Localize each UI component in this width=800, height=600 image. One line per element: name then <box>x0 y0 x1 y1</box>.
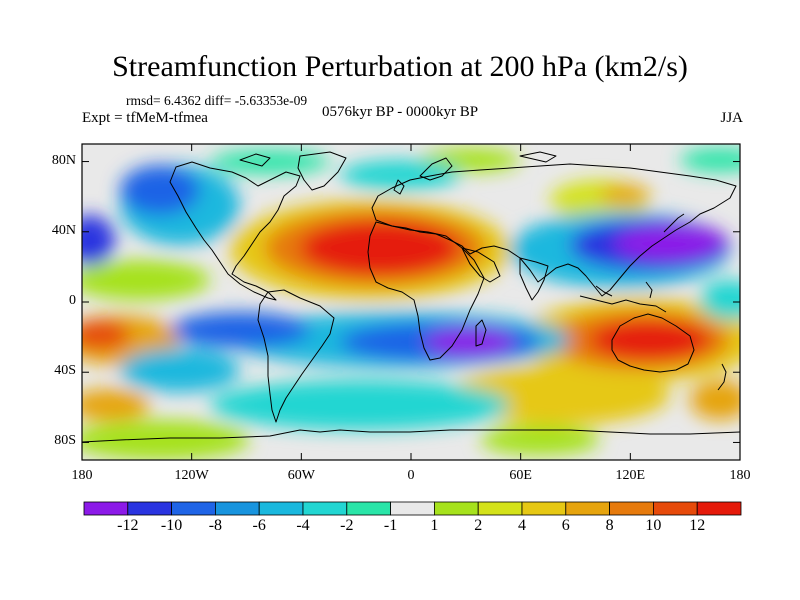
period-label: 0576kyr BP - 0000kyr BP <box>321 104 479 120</box>
x-tick-label: 180 <box>71 468 93 483</box>
y-tick-label: 80S <box>54 433 76 449</box>
colorbar-swatch <box>565 501 610 516</box>
colorbar-swatch <box>390 501 435 516</box>
y-axis-ticks <box>82 161 740 443</box>
season-label: JJA <box>720 110 743 126</box>
x-tick-label: 120W <box>174 468 209 483</box>
colorbar-swatch <box>83 501 129 516</box>
colorbar-swatch <box>127 501 173 516</box>
colorbar-label: -12 <box>117 517 139 534</box>
x-tick-label: 0 <box>407 468 415 483</box>
colorbar-label: 10 <box>645 517 662 534</box>
plot-title: Streamfunction Perturbation at 200 hPa (… <box>112 50 688 83</box>
x-tick-label: 60W <box>287 468 315 483</box>
colorbar-label: -8 <box>208 517 223 534</box>
field-blobs <box>82 148 740 460</box>
experiment-label: Expt = tfMeM-tfmea <box>82 110 208 126</box>
colorbar-swatch <box>609 501 654 516</box>
colorbar-label: -6 <box>252 517 266 534</box>
colorbar-swatch <box>521 501 567 516</box>
colorbar-label: 8 <box>605 517 614 534</box>
colorbar-swatch <box>171 501 216 516</box>
x-tick-label: 60E <box>509 468 532 483</box>
colorbar-swatch <box>258 501 304 516</box>
streamfunction-field <box>82 144 740 460</box>
colorbar-swatch <box>433 501 479 516</box>
y-tick-label: 0 <box>69 293 76 308</box>
x-axis-ticks <box>81 144 741 460</box>
colorbar-label: 12 <box>689 517 706 534</box>
colorbar-swatch <box>214 501 260 516</box>
colorbar-label: 1 <box>430 517 439 534</box>
colorbar <box>83 501 742 516</box>
y-tick-label: 40S <box>54 363 76 379</box>
colorbar-swatch <box>302 501 348 516</box>
colorbar-label: 6 <box>561 517 570 534</box>
coastlines <box>82 151 740 443</box>
x-tick-label: 120E <box>615 468 646 483</box>
colorbar-label: -2 <box>340 517 354 534</box>
y-tick-label: 80N <box>51 152 76 168</box>
x-tick-label: 180 <box>729 468 751 483</box>
colorbar-swatch <box>346 501 391 516</box>
colorbar-label: -10 <box>160 517 183 534</box>
y-tick-label: 40N <box>51 222 76 238</box>
colorbar-label: 4 <box>518 517 526 534</box>
colorbar-label: -1 <box>383 517 398 534</box>
colorbar-label: -4 <box>296 517 310 534</box>
colorbar-label: 2 <box>474 517 483 534</box>
colorbar-swatch <box>477 501 523 516</box>
colorbar-swatch <box>696 501 742 516</box>
colorbar-swatch <box>653 501 698 516</box>
stats-line: rmsd= 6.4362 diff= -5.63353e-09 <box>126 93 308 108</box>
